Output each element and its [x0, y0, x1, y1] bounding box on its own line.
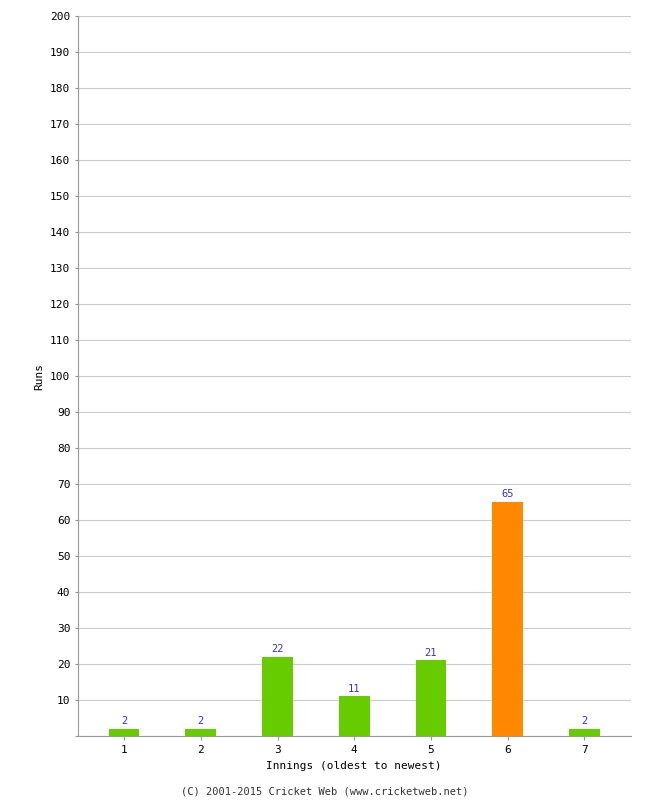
Text: 65: 65 — [501, 489, 514, 499]
X-axis label: Innings (oldest to newest): Innings (oldest to newest) — [266, 761, 442, 770]
Text: 22: 22 — [271, 644, 284, 654]
Text: (C) 2001-2015 Cricket Web (www.cricketweb.net): (C) 2001-2015 Cricket Web (www.cricketwe… — [181, 786, 469, 796]
Text: 11: 11 — [348, 683, 361, 694]
Bar — [109, 729, 139, 736]
Bar — [185, 729, 216, 736]
Text: 2: 2 — [581, 716, 588, 726]
Bar — [493, 502, 523, 736]
Text: 2: 2 — [121, 716, 127, 726]
Bar — [262, 657, 293, 736]
Y-axis label: Runs: Runs — [34, 362, 45, 390]
Bar — [569, 729, 600, 736]
Text: 2: 2 — [198, 716, 204, 726]
Bar — [415, 661, 447, 736]
Bar — [339, 696, 370, 736]
Text: 21: 21 — [424, 647, 437, 658]
